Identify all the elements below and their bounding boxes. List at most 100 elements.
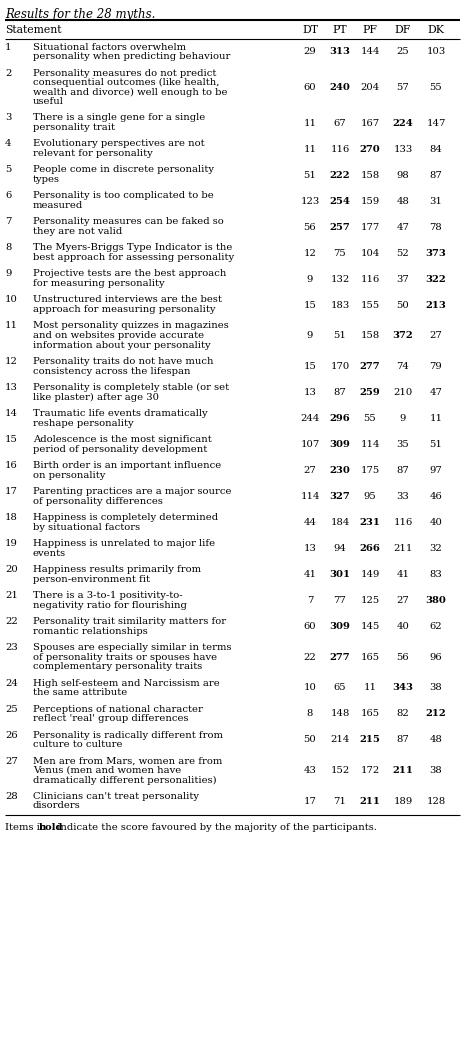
Text: DK: DK [428, 25, 445, 35]
Text: Projective tests are the best approach: Projective tests are the best approach [33, 270, 227, 278]
Text: 4: 4 [5, 139, 11, 148]
Text: romantic relationships: romantic relationships [33, 627, 148, 636]
Text: 259: 259 [360, 388, 380, 397]
Text: 277: 277 [330, 653, 350, 661]
Text: 11: 11 [429, 414, 443, 423]
Text: There is a 3-to-1 positivity-to-: There is a 3-to-1 positivity-to- [33, 591, 182, 600]
Text: 132: 132 [330, 275, 350, 283]
Text: 309: 309 [329, 440, 350, 449]
Text: 148: 148 [330, 710, 350, 718]
Text: 12: 12 [5, 357, 18, 366]
Text: 13: 13 [5, 383, 18, 392]
Text: Perceptions of national character: Perceptions of national character [33, 704, 203, 714]
Text: 145: 145 [360, 622, 380, 631]
Text: 5: 5 [5, 165, 11, 175]
Text: 158: 158 [360, 332, 380, 340]
Text: 47: 47 [397, 222, 410, 232]
Text: 48: 48 [429, 735, 442, 744]
Text: 21: 21 [5, 591, 18, 600]
Text: person-environment fit: person-environment fit [33, 575, 150, 583]
Text: 15: 15 [303, 300, 317, 310]
Text: reshape personality: reshape personality [33, 418, 134, 428]
Text: 35: 35 [397, 440, 410, 449]
Text: 87: 87 [334, 388, 346, 397]
Text: dramatically different personalities): dramatically different personalities) [33, 775, 217, 784]
Text: 107: 107 [301, 440, 319, 449]
Text: PT: PT [333, 25, 347, 35]
Text: 31: 31 [429, 197, 442, 205]
Text: 103: 103 [427, 47, 446, 57]
Text: 159: 159 [360, 197, 380, 205]
Text: Personality traits do not have much: Personality traits do not have much [33, 357, 213, 366]
Text: 373: 373 [426, 249, 447, 258]
Text: 301: 301 [329, 570, 350, 579]
Text: Happiness is completely determined: Happiness is completely determined [33, 513, 218, 522]
Text: 240: 240 [329, 83, 350, 92]
Text: 175: 175 [360, 466, 380, 475]
Text: Personality trait similarity matters for: Personality trait similarity matters for [33, 617, 226, 625]
Text: 13: 13 [303, 388, 317, 397]
Text: disorders: disorders [33, 801, 81, 811]
Text: 25: 25 [5, 704, 18, 714]
Text: 1: 1 [5, 42, 11, 52]
Text: Happiness is unrelated to major life: Happiness is unrelated to major life [33, 539, 215, 548]
Text: 214: 214 [330, 735, 350, 744]
Text: 55: 55 [429, 83, 442, 92]
Text: 28: 28 [5, 792, 18, 801]
Text: types: types [33, 175, 60, 184]
Text: like plaster) after age 30: like plaster) after age 30 [33, 393, 159, 401]
Text: 215: 215 [360, 735, 381, 744]
Text: 27: 27 [429, 332, 442, 340]
Text: consistency across the lifespan: consistency across the lifespan [33, 366, 191, 376]
Text: 77: 77 [334, 596, 346, 605]
Text: 71: 71 [334, 797, 346, 806]
Text: 266: 266 [360, 544, 381, 553]
Text: 114: 114 [300, 492, 320, 501]
Text: 11: 11 [364, 683, 376, 693]
Text: of personality traits or spouses have: of personality traits or spouses have [33, 653, 217, 661]
Text: 83: 83 [429, 570, 442, 579]
Text: There is a single gene for a single: There is a single gene for a single [33, 114, 205, 122]
Text: Personality is radically different from: Personality is radically different from [33, 731, 223, 739]
Text: 116: 116 [330, 144, 350, 154]
Text: 270: 270 [360, 144, 380, 154]
Text: Results for the 28 myths.: Results for the 28 myths. [5, 8, 155, 21]
Text: 313: 313 [329, 47, 350, 57]
Text: 38: 38 [429, 683, 442, 693]
Text: 211: 211 [392, 767, 413, 775]
Text: 29: 29 [304, 47, 316, 57]
Text: 98: 98 [397, 171, 410, 179]
Text: 9: 9 [307, 275, 313, 283]
Text: Men are from Mars, women are from: Men are from Mars, women are from [33, 756, 222, 766]
Text: Statement: Statement [5, 25, 62, 35]
Text: 38: 38 [429, 767, 442, 775]
Text: 40: 40 [397, 622, 410, 631]
Text: 183: 183 [330, 300, 350, 310]
Text: 2: 2 [5, 68, 11, 78]
Text: 372: 372 [392, 332, 413, 340]
Text: 51: 51 [303, 171, 317, 179]
Text: Parenting practices are a major source: Parenting practices are a major source [33, 486, 231, 496]
Text: 62: 62 [430, 622, 442, 631]
Text: The Myers-Briggs Type Indicator is the: The Myers-Briggs Type Indicator is the [33, 243, 232, 253]
Text: Most personality quizzes in magazines: Most personality quizzes in magazines [33, 321, 229, 331]
Text: they are not valid: they are not valid [33, 227, 122, 236]
Text: Venus (men and women have: Venus (men and women have [33, 766, 181, 775]
Text: 50: 50 [397, 300, 410, 310]
Text: 327: 327 [329, 492, 350, 501]
Text: 231: 231 [360, 518, 381, 526]
Text: 155: 155 [360, 300, 380, 310]
Text: 210: 210 [393, 388, 413, 397]
Text: Situational factors overwhelm: Situational factors overwhelm [33, 42, 186, 52]
Text: 309: 309 [329, 622, 350, 631]
Text: 41: 41 [396, 570, 410, 579]
Text: and on websites provide accurate: and on websites provide accurate [33, 331, 204, 340]
Text: 257: 257 [329, 222, 350, 232]
Text: personality when predicting behaviour: personality when predicting behaviour [33, 52, 230, 61]
Text: 19: 19 [5, 539, 18, 548]
Text: 8: 8 [5, 243, 11, 253]
Text: High self-esteem and Narcissism are: High self-esteem and Narcissism are [33, 678, 220, 688]
Text: information about your personality: information about your personality [33, 340, 210, 350]
Text: 116: 116 [360, 275, 380, 283]
Text: 204: 204 [360, 83, 380, 92]
